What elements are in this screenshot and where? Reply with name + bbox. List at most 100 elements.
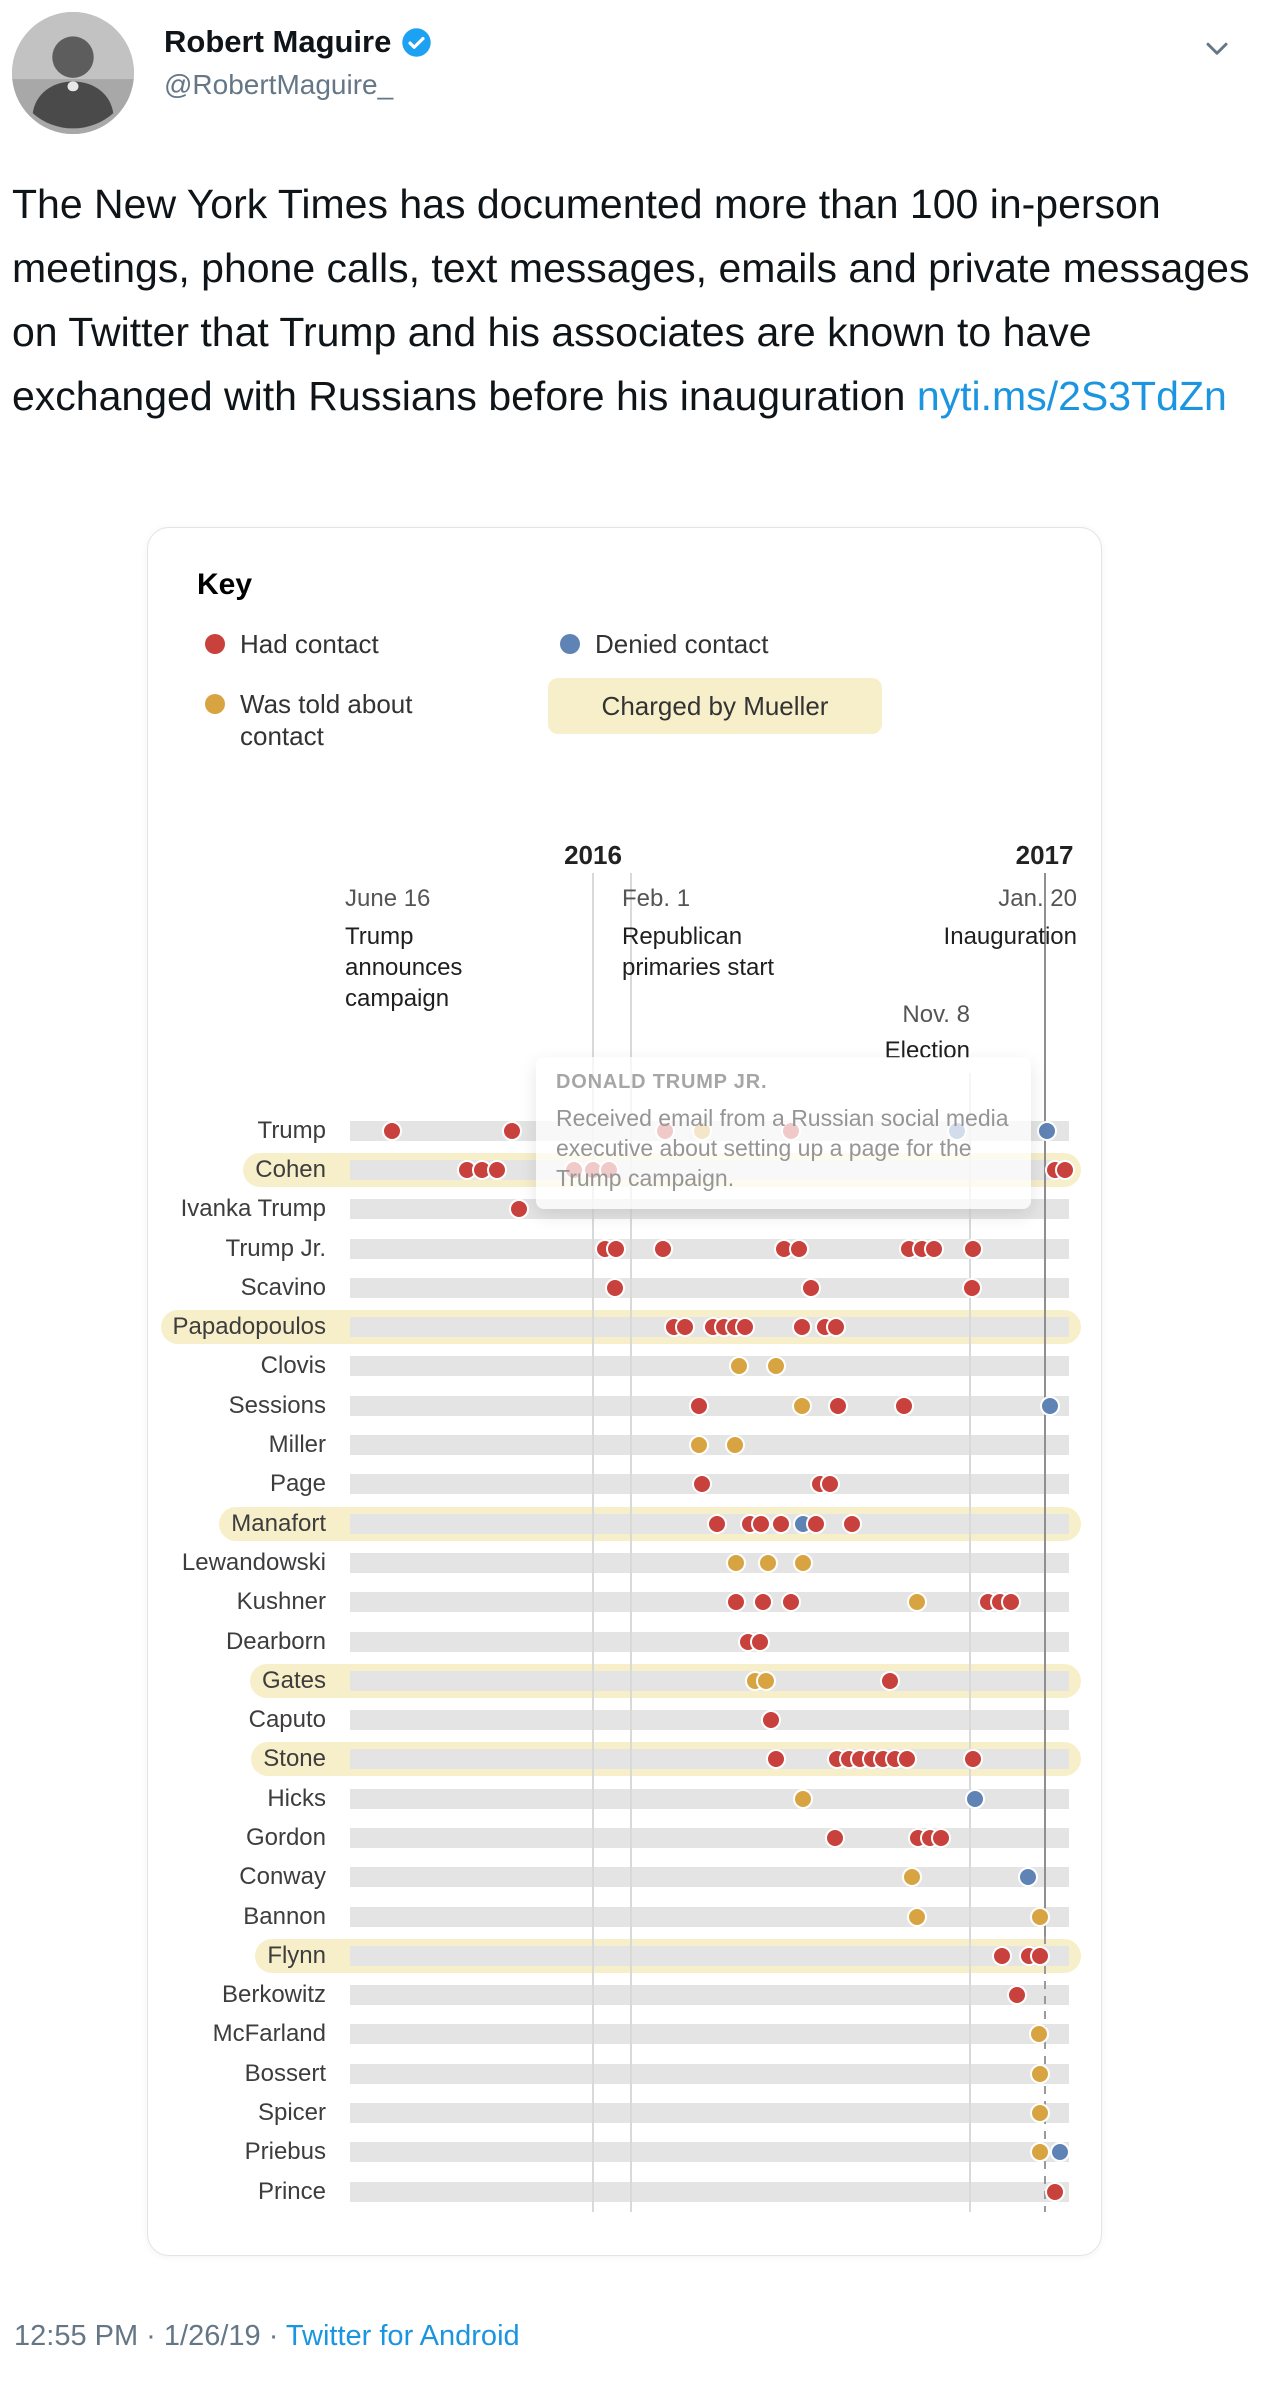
tooltip-title: DONALD TRUMP JR. (556, 1071, 768, 1093)
chart-card[interactable]: Key Had contact Denied contact Was told … (147, 527, 1102, 2256)
person-label: Cohen (243, 1152, 338, 1187)
person-label: Bannon (243, 1902, 326, 1930)
yellow-contact-dot (1030, 1906, 1051, 1927)
timeline-track (350, 1906, 1069, 1927)
person-label: Lewandowski (181, 1548, 326, 1576)
timeline-track (350, 1552, 1069, 1573)
person-label: Scavino (240, 1273, 326, 1301)
person-label: Berkowitz (221, 1981, 326, 2009)
milestone-date: Feb. 1 (622, 885, 691, 912)
milestone-announcement: June 16 Trump announces campaign (345, 884, 520, 1014)
source-link[interactable]: Twitter for Android (285, 2320, 520, 2352)
red-contact-dot (689, 1395, 710, 1416)
red-contact-dot (1030, 1945, 1051, 1966)
avatar[interactable] (12, 12, 134, 134)
tweet-meta: 12:55 PM · 1/26/19 · Twitter for Android (14, 2320, 520, 2353)
timeline-track (350, 1867, 1069, 1888)
red-contact-dot (780, 1592, 801, 1613)
timeline-track (350, 2103, 1069, 2124)
chevron-down-icon[interactable] (1199, 30, 1235, 66)
person-row: Manafort (148, 1504, 1101, 1543)
timeline-track (350, 1395, 1069, 1416)
person-row: Lewandowski (148, 1543, 1101, 1582)
legend-charged-by-mueller: Charged by Mueller (548, 678, 882, 734)
person-row: Kushner (148, 1583, 1101, 1622)
person-label: Flynn (255, 1938, 338, 1973)
timeline-track (350, 1827, 1069, 1848)
person-label: Clovis (260, 1352, 326, 1380)
legend-had-contact: Had contact (205, 628, 379, 660)
timeline-track (350, 1670, 1069, 1691)
timeline-track (350, 2024, 1069, 2045)
blue-dot-icon (560, 634, 580, 654)
person-row: Sessions (148, 1386, 1101, 1425)
timeline-track (350, 1631, 1069, 1652)
red-contact-dot (879, 1670, 900, 1691)
person-row: Flynn (148, 1936, 1101, 1975)
author-name[interactable]: Robert Maguire (164, 24, 392, 59)
red-contact-dot (653, 1238, 674, 1259)
person-label: Gordon (245, 1823, 326, 1851)
person-row: Trump Jr. (148, 1229, 1101, 1268)
milestone-date: June 16 (345, 885, 431, 912)
yellow-contact-dot (765, 1356, 786, 1377)
red-contact-dot (761, 1710, 782, 1731)
person-label: Caputo (248, 1706, 326, 1734)
person-label: Gates (249, 1663, 338, 1698)
person-row: Scavino (148, 1268, 1101, 1307)
verified-badge-icon (402, 27, 432, 57)
red-contact-dot (753, 1592, 774, 1613)
person-label: Miller (268, 1431, 326, 1459)
year-label: 2017 (1015, 840, 1074, 870)
yellow-contact-dot (689, 1435, 710, 1456)
red-contact-dot (824, 1827, 845, 1848)
person-label: Trump Jr. (225, 1234, 326, 1262)
person-label: McFarland (212, 2020, 326, 2048)
legend-told-about-contact: Was told about contact (205, 688, 430, 752)
red-contact-dot (828, 1395, 849, 1416)
red-contact-dot (931, 1827, 952, 1848)
milestone-caption: Republican primaries start (622, 923, 775, 981)
person-label: Kushner (236, 1588, 326, 1616)
red-contact-dot (765, 1749, 786, 1770)
red-contact-dot (749, 1631, 770, 1652)
red-contact-dot (606, 1238, 627, 1259)
person-row: Papadopoulos (148, 1307, 1101, 1346)
milestone-date: Jan. 20 (998, 885, 1077, 912)
red-contact-dot (800, 1277, 821, 1298)
yellow-contact-dot (1030, 2103, 1051, 2124)
timestamp: 12:55 PM · 1/26/19 · (14, 2320, 279, 2352)
red-contact-dot (963, 1238, 984, 1259)
milestone-date: Nov. 8 (902, 1001, 970, 1028)
author-handle[interactable]: @RobertMaguire_ (164, 69, 394, 100)
red-contact-dot (735, 1317, 756, 1338)
yellow-contact-dot (902, 1867, 923, 1888)
tweet-link[interactable]: nyti.ms/2S3TdZn (916, 373, 1227, 419)
red-contact-dot (502, 1120, 523, 1141)
timeline-track (350, 2181, 1069, 2202)
person-row: Dearborn (148, 1622, 1101, 1661)
red-contact-dot (992, 1945, 1013, 1966)
red-contact-dot (841, 1513, 862, 1534)
legend-label: Denied contact (595, 629, 769, 659)
red-contact-dot (706, 1513, 727, 1534)
yellow-contact-dot (724, 1435, 745, 1456)
person-label: Hicks (267, 1784, 326, 1812)
yellow-contact-dot (726, 1552, 747, 1573)
red-dot-icon (205, 634, 225, 654)
person-row: Spicer (148, 2093, 1101, 2132)
red-contact-dot (896, 1749, 917, 1770)
timeline-track (350, 1788, 1069, 1809)
legend-label: Was told about contact (240, 689, 413, 751)
red-contact-dot (1001, 1592, 1022, 1613)
person-row: Bossert (148, 2054, 1101, 2093)
blue-contact-dot (1018, 1867, 1039, 1888)
person-label: Stone (251, 1742, 338, 1777)
person-rows: Trump Cohen Ivanka Trump Trump Jr. Scavino Pa… (148, 1111, 1101, 2211)
yellow-dot-icon (205, 694, 225, 714)
milestone-caption: Inauguration (943, 923, 1077, 950)
person-row: Priebus (148, 2133, 1101, 2172)
red-contact-dot (893, 1395, 914, 1416)
milestone-caption: Trump announces campaign (345, 923, 463, 1012)
red-contact-dot (1055, 1159, 1076, 1180)
